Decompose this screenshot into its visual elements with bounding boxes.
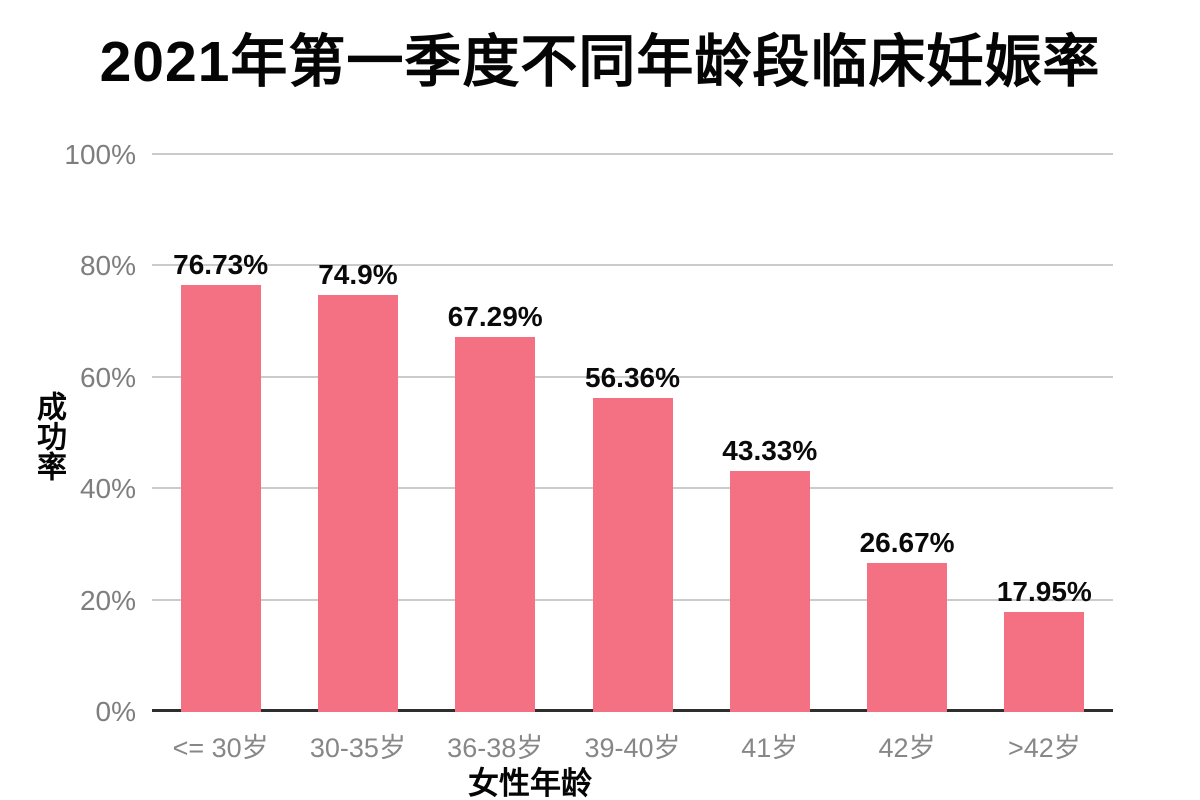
y-tick-label: 20% [79,584,136,616]
bar-value-label: 17.95% [996,576,1092,608]
bar-value-label: 67.29% [447,301,543,333]
bar [729,470,810,712]
bar [1004,612,1085,712]
gridline [152,375,1113,378]
x-tick-label: 39-40岁 [584,733,681,763]
y-tick-label: 40% [79,473,136,505]
chart-title: 2021年第一季度不同年龄段临床妊娠率 [99,30,1101,94]
x-tick-label: 42岁 [878,733,936,763]
bar-value-label: 26.67% [859,527,955,559]
x-tick-label: 30-35岁 [309,733,406,763]
y-tick-label: 100% [64,139,136,170]
bar [592,398,673,712]
x-tick-label: >42岁 [1007,733,1081,763]
x-axis-title: 女性年龄 [468,766,592,800]
x-tick-label: <= 30岁 [172,733,269,763]
y-tick-label: 0% [95,696,136,727]
bar-value-label: 74.9% [318,258,398,290]
plot-area [152,153,1113,712]
bar-value-label: 76.73% [173,248,269,280]
y-axis-title: 成功率 [32,391,65,481]
bar-value-label: 56.36% [585,362,680,394]
bar [180,284,261,712]
bar [867,563,948,712]
bar [317,294,398,712]
bar [455,337,536,712]
gridline [152,153,1113,155]
y-tick-label: 60% [79,361,136,393]
x-tick-label: 41岁 [741,733,799,763]
gridline [152,264,1113,267]
y-tick-label: 80% [79,250,136,282]
bar-value-label: 43.33% [722,434,818,466]
x-tick-label: 36-38岁 [447,733,544,763]
